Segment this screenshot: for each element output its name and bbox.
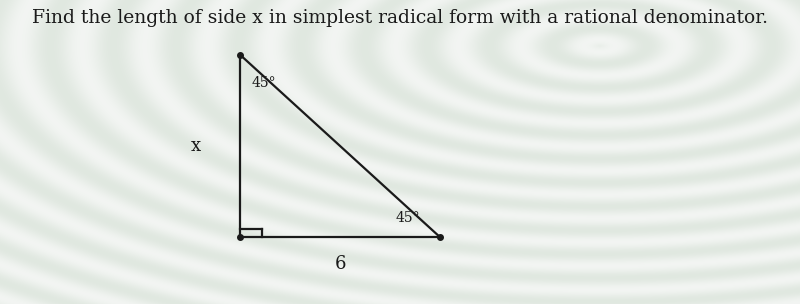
- Text: 6: 6: [334, 255, 346, 274]
- Text: Find the length of side x in simplest radical form with a rational denominator.: Find the length of side x in simplest ra…: [32, 9, 768, 27]
- Text: 45°: 45°: [396, 211, 421, 225]
- Text: x: x: [191, 137, 201, 155]
- Text: 45°: 45°: [252, 76, 277, 90]
